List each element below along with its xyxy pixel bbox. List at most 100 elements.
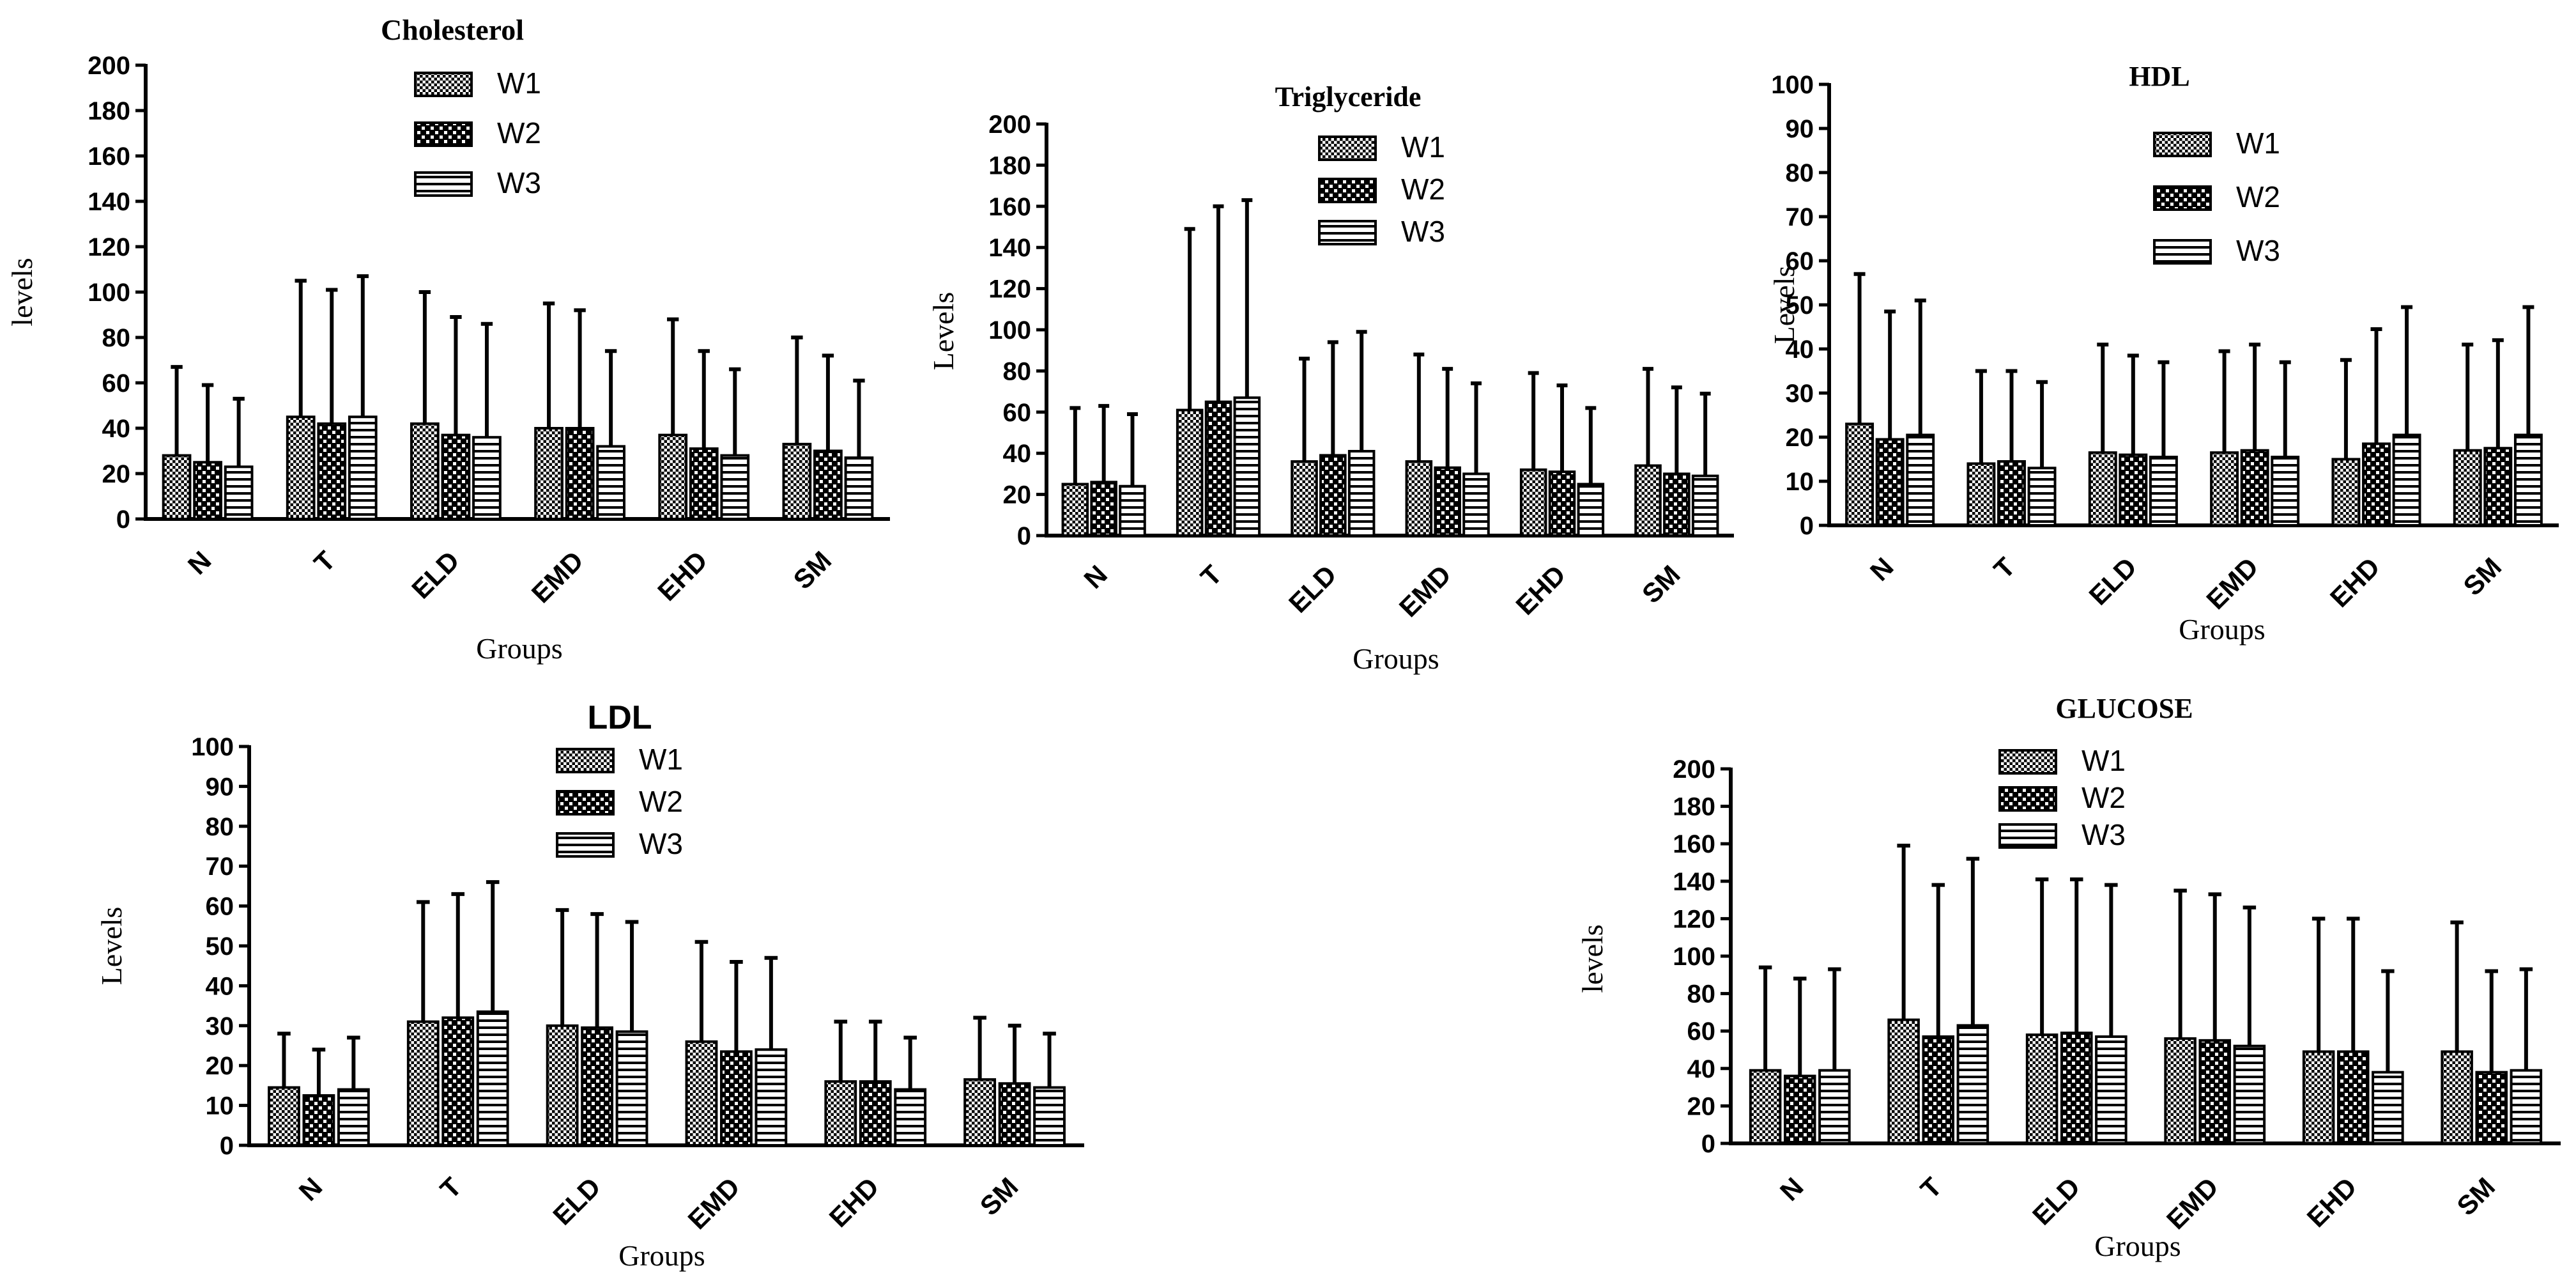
bar-emd-w2	[565, 427, 595, 520]
x-category-label: EMD	[2200, 552, 2264, 615]
legend-swatch-w1	[556, 748, 615, 773]
y-tick-label: 10	[206, 1092, 234, 1120]
y-tick-label: 0	[116, 506, 130, 534]
y-tick-label: 100	[988, 316, 1031, 344]
bar-eld-w2	[2060, 1032, 2093, 1145]
legend-swatch-w2	[1318, 178, 1377, 203]
bar-ehd-w2	[2336, 1050, 2370, 1145]
y-tick-label: 160	[1673, 830, 1715, 858]
x-category-label: SM	[1636, 559, 1686, 609]
bar-eld-w3	[615, 1030, 648, 1147]
x-category-label: T	[1195, 559, 1228, 592]
y-tick-label: 50	[1786, 291, 1814, 320]
bar-n-w2	[1090, 481, 1117, 538]
bar-sm-w2	[998, 1082, 1031, 1147]
x-category-label: SM	[2457, 552, 2507, 601]
y-tick-label: 80	[1003, 357, 1032, 385]
bar-n-w2	[1875, 438, 1905, 527]
legend-swatch-w3	[1998, 823, 2057, 849]
bar-eld-w1	[1291, 460, 1318, 538]
bar-ehd-w1	[2331, 458, 2361, 527]
y-tick-label: 180	[988, 151, 1031, 180]
bar-ehd-w2	[689, 447, 719, 521]
legend-label-w3: W3	[497, 166, 541, 199]
y-tick-label: 180	[1673, 793, 1715, 821]
y-tick-label: 60	[206, 893, 234, 921]
y-tick-label: 140	[1673, 868, 1715, 896]
legend-swatch-w2	[556, 790, 615, 816]
bar-n-w2	[302, 1094, 335, 1147]
y-axis-title: Levels	[927, 292, 960, 371]
x-category-label: EMD	[1393, 559, 1457, 623]
x-category-label: EMD	[526, 545, 589, 608]
bar-emd-w1	[685, 1040, 718, 1147]
bar-emd-w1	[534, 427, 564, 520]
bar-emd-w3	[1462, 472, 1490, 538]
legend-label-w2: W2	[2082, 781, 2126, 814]
x-category-label: N	[1864, 552, 1899, 587]
bar-eld-w2	[581, 1026, 614, 1147]
bar-ehd-w3	[2372, 1071, 2404, 1145]
bar-t-w1	[1887, 1018, 1920, 1145]
y-tick-label: 100	[88, 279, 130, 307]
bar-ehd-w3	[1577, 483, 1605, 537]
x-category-label: ELD	[2083, 552, 2143, 611]
bar-t-w2	[1922, 1035, 1955, 1145]
bar-emd-w3	[2233, 1044, 2266, 1145]
bar-n-w3	[1818, 1069, 1851, 1145]
legend-label-w3: W3	[2236, 234, 2280, 267]
y-tick-label: 100	[191, 733, 234, 761]
bar-emd-w2	[719, 1050, 753, 1147]
y-tick-label: 100	[1673, 943, 1715, 971]
bar-eld-w1	[2088, 451, 2117, 527]
bar-ehd-w1	[824, 1080, 857, 1147]
bar-sm-w3	[1691, 474, 1719, 537]
x-category-label: ELD	[1283, 559, 1342, 619]
chart-title: Triglyceride	[1275, 81, 1422, 112]
y-tick-label: 120	[988, 275, 1031, 304]
chart-title: LDL	[587, 699, 652, 736]
bar-ehd-w1	[2302, 1050, 2335, 1145]
y-axis-title: levels	[6, 258, 38, 326]
legend: W1 W2 W3	[414, 66, 541, 199]
bar-sm-w2	[1663, 472, 1690, 538]
legend-swatch-w1	[414, 72, 473, 97]
y-tick-label: 120	[1673, 905, 1715, 933]
legend-swatch-w2	[1998, 786, 2057, 812]
legend-label-w1: W1	[1401, 130, 1445, 164]
legend-swatch-w2	[414, 121, 473, 147]
y-tick-label: 60	[1786, 247, 1814, 275]
bar-t-w3	[1956, 1024, 1989, 1145]
x-category-label: T	[434, 1172, 468, 1205]
bar-t-w2	[441, 1016, 475, 1147]
x-category-label: SM	[787, 545, 837, 595]
bar-n-w1	[1061, 483, 1089, 537]
bar-emd-w3	[755, 1048, 788, 1147]
bar-eld-w1	[2025, 1033, 2058, 1145]
bar-eld-w1	[410, 422, 440, 521]
x-category-label: ELD	[2027, 1172, 2086, 1231]
x-category-label: EMD	[2161, 1172, 2224, 1235]
legend: W1 W2 W3	[556, 743, 683, 860]
legend-label-w1: W1	[497, 66, 541, 100]
y-tick-label: 40	[1003, 440, 1032, 468]
bar-n-w3	[224, 465, 254, 520]
y-tick-label: 40	[102, 415, 131, 443]
bar-eld-w3	[472, 436, 502, 521]
legend-label-w2: W2	[1401, 173, 1445, 206]
legend-swatch-w1	[1318, 135, 1377, 161]
chart-panel-hdl: HDL 0 10 20 30 40 50 60 70 80 90 100 N T ELD EMD EHD SM Le…	[1768, 61, 2559, 646]
y-tick-label: 20	[206, 1052, 234, 1080]
chart-title: Cholesterol	[381, 13, 524, 46]
bar-t-w2	[1204, 400, 1232, 538]
y-tick-label: 80	[102, 324, 131, 352]
x-category-label: ELD	[406, 545, 465, 605]
legend-swatch-w1	[2153, 132, 2212, 157]
y-tick-label: 200	[1673, 755, 1715, 784]
legend-swatch-w3	[2153, 239, 2212, 265]
bar-sm-w3	[2510, 1069, 2543, 1145]
legend-label-w2: W2	[497, 116, 541, 150]
legend-label-w3: W3	[639, 827, 683, 860]
x-category-label: T	[308, 545, 341, 578]
y-tick-label: 180	[88, 97, 130, 125]
